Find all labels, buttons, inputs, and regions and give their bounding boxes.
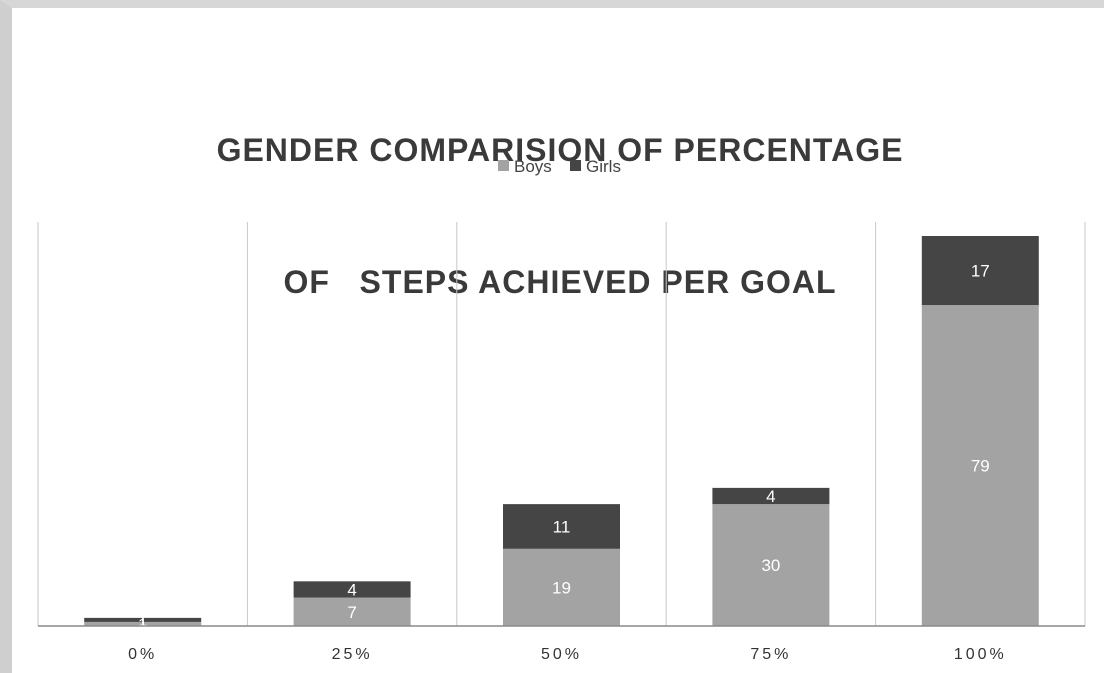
- data-label-girls-3: 4: [766, 487, 775, 506]
- bar-boys-4: [921, 305, 1039, 626]
- chart-title-line-2: OF STEPS ACHIEVED PER GOAL: [283, 264, 837, 300]
- x-tick-label-3: 75%: [750, 646, 791, 663]
- bar-boys-3: [712, 504, 830, 626]
- bar-girls-0: [84, 617, 202, 622]
- data-label-girls-1: 4: [347, 580, 356, 599]
- bar-girls-2: [503, 504, 620, 549]
- x-tick-label-1: 25%: [332, 646, 373, 663]
- data-label-boys-1: 7: [347, 603, 356, 622]
- data-label-boys-0: 1: [138, 615, 147, 634]
- legend: Boys Girls: [498, 157, 621, 176]
- legend-swatch-boys: [498, 160, 509, 171]
- x-axis-ticks: 0% 25% 50% 75% 100%: [128, 646, 1007, 663]
- legend-label-girls: Girls: [586, 157, 621, 176]
- data-label-girls-2: 11: [553, 517, 571, 536]
- bar-boys-2: [503, 548, 620, 626]
- bars: [84, 236, 1039, 626]
- bar-girls-3: [712, 487, 830, 505]
- data-label-boys-3: 30: [761, 556, 780, 575]
- legend-swatch-girls: [570, 160, 581, 171]
- data-label-boys-2: 19: [552, 578, 571, 597]
- bar-boys-1: [293, 597, 411, 626]
- x-tick-label-2: 50%: [541, 646, 582, 663]
- data-label-girls-4: 17: [971, 262, 990, 281]
- gridlines: [37, 222, 1086, 626]
- bar-boys-0: [84, 621, 202, 626]
- bar-girls-4: [921, 236, 1039, 306]
- chart-title: GENDER COMPARISION OF PERCENTAGE OF STEP…: [0, 40, 1104, 348]
- chart-title-line-1: GENDER COMPARISION OF PERCENTAGE: [216, 132, 904, 168]
- bar-girls-1: [293, 581, 411, 598]
- x-tick-label-0: 0%: [128, 646, 157, 663]
- legend-label-boys: Boys: [514, 157, 552, 176]
- data-label-girls-0: 1: [138, 611, 147, 630]
- data-label-boys-4: 79: [971, 457, 990, 476]
- x-tick-label-4: 100%: [954, 646, 1007, 663]
